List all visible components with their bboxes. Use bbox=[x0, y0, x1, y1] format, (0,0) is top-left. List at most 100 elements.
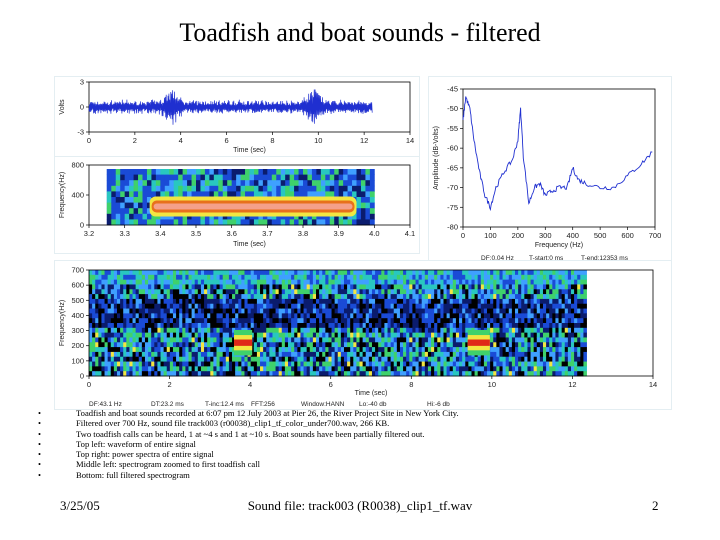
full-cell bbox=[384, 323, 388, 329]
zoom-cell bbox=[289, 191, 295, 198]
full-cell bbox=[110, 313, 115, 319]
full-cell bbox=[375, 303, 379, 309]
full-cell bbox=[98, 318, 102, 324]
full-cell bbox=[275, 351, 280, 358]
full-cell bbox=[141, 361, 146, 367]
full-cell bbox=[542, 361, 547, 367]
full-cell bbox=[362, 318, 367, 324]
full-cell bbox=[263, 298, 267, 305]
full-cell bbox=[340, 371, 345, 377]
full-cell bbox=[107, 342, 112, 348]
full-cell bbox=[459, 337, 463, 343]
full-cell bbox=[92, 303, 96, 309]
full-cell bbox=[437, 303, 441, 309]
full-cell bbox=[443, 289, 447, 295]
full-cell bbox=[418, 279, 423, 285]
full-cell bbox=[515, 298, 519, 305]
zoom-cell bbox=[329, 180, 335, 187]
full-cell bbox=[508, 342, 513, 348]
full-cell bbox=[574, 337, 578, 343]
full-cell bbox=[182, 313, 186, 319]
full-cell bbox=[104, 327, 109, 334]
full-cell bbox=[449, 303, 454, 309]
full-cell bbox=[132, 294, 137, 300]
y-tick-label: 0 bbox=[80, 372, 84, 381]
full-cell bbox=[387, 313, 392, 319]
full-cell bbox=[399, 274, 404, 281]
full-cell bbox=[188, 298, 193, 305]
full-cell bbox=[334, 371, 339, 377]
full-cell bbox=[322, 371, 326, 377]
zoom-cell bbox=[356, 202, 362, 209]
full-cell bbox=[334, 332, 339, 338]
full-cell bbox=[505, 303, 510, 309]
full-cell bbox=[440, 274, 444, 281]
full-cell bbox=[515, 327, 519, 334]
zoom-cell bbox=[133, 169, 139, 175]
full-cell bbox=[359, 308, 364, 314]
full-cell bbox=[316, 308, 320, 314]
full-cell bbox=[160, 342, 165, 348]
full-cell bbox=[437, 284, 441, 290]
full-cell bbox=[204, 332, 208, 338]
full-cell bbox=[244, 303, 248, 309]
full-cell bbox=[459, 318, 463, 324]
full-cell bbox=[499, 337, 503, 343]
full-cell bbox=[409, 318, 413, 324]
full-cell bbox=[225, 351, 230, 358]
zoom-cell bbox=[289, 174, 295, 181]
full-cell bbox=[129, 270, 133, 276]
full-cell bbox=[443, 371, 447, 377]
full-cell bbox=[207, 308, 211, 314]
y-tick-label: 700 bbox=[71, 266, 84, 275]
spectrogram-param: Window:HANN bbox=[301, 401, 345, 408]
full-cell bbox=[297, 361, 301, 367]
full-cell bbox=[269, 351, 273, 358]
full-cell bbox=[375, 308, 379, 314]
full-cell bbox=[89, 274, 93, 281]
zoom-cell bbox=[285, 174, 291, 181]
full-cell bbox=[113, 284, 118, 290]
full-cell bbox=[260, 342, 264, 348]
full-cell bbox=[334, 342, 339, 348]
full-cell bbox=[197, 366, 202, 372]
full-cell bbox=[465, 284, 469, 290]
full-cell bbox=[110, 298, 115, 305]
full-cell bbox=[362, 289, 367, 295]
full-cell bbox=[244, 279, 248, 285]
zoom-cell bbox=[262, 174, 268, 181]
full-cell bbox=[222, 351, 227, 358]
full-cell bbox=[303, 294, 308, 300]
full-cell bbox=[188, 279, 193, 285]
full-cell bbox=[163, 332, 168, 338]
full-cell bbox=[446, 284, 451, 290]
full-cell bbox=[434, 289, 438, 295]
full-cell bbox=[418, 351, 423, 358]
full-cell bbox=[300, 327, 304, 334]
full-cell bbox=[197, 337, 202, 343]
full-cell bbox=[281, 298, 286, 305]
full-cell bbox=[269, 332, 273, 338]
full-cell bbox=[288, 289, 292, 295]
full-cell bbox=[359, 347, 364, 353]
zoom-cell bbox=[267, 185, 273, 192]
full-cell bbox=[204, 270, 208, 276]
full-cell bbox=[446, 279, 451, 285]
full-cell bbox=[359, 284, 364, 290]
full-cell bbox=[505, 274, 510, 281]
full-cell bbox=[319, 279, 323, 285]
full-cell bbox=[166, 337, 171, 343]
full-cell bbox=[281, 332, 286, 338]
full-cell bbox=[141, 323, 146, 329]
full-cell bbox=[253, 323, 258, 329]
full-cell bbox=[157, 308, 161, 314]
full-cell bbox=[393, 347, 398, 353]
full-cell bbox=[524, 298, 528, 305]
full-cell bbox=[418, 284, 423, 290]
full-cell bbox=[288, 327, 292, 334]
zoom-cell bbox=[365, 213, 371, 220]
full-cell bbox=[104, 351, 109, 358]
full-cell bbox=[163, 356, 168, 362]
full-cell bbox=[521, 337, 525, 343]
zoom-cell bbox=[196, 191, 201, 198]
